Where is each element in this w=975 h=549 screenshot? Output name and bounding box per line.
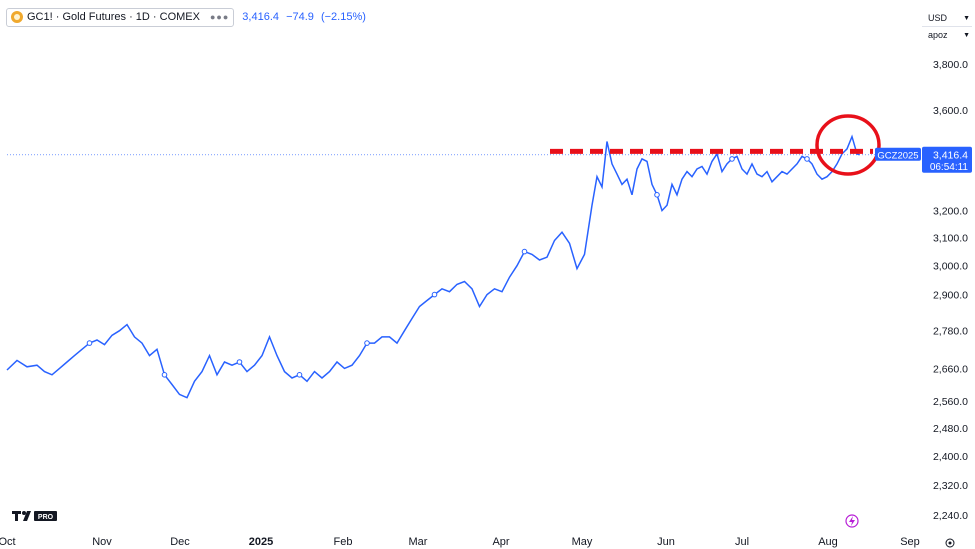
time-tick-label: Mar (409, 536, 428, 548)
last-price-label: GCZ2025 3,416.406:54:11 (875, 146, 972, 173)
time-tick-label: Apr (492, 536, 509, 548)
price-tag-text: 3,416.4 (933, 149, 968, 161)
price-tick-label: 2,900.0 (933, 290, 968, 302)
event-marker[interactable] (364, 340, 370, 346)
legend-change-pct: (−2.15%) (320, 11, 366, 23)
price-line (6, 134, 860, 399)
event-marker[interactable] (431, 291, 438, 298)
settings-icon[interactable] (945, 538, 955, 548)
countdown-text: 06:54:11 (930, 162, 969, 173)
time-axis[interactable]: Oct Nov Dec 2025 Feb Mar Apr May Jun Jul Aug Sep (0, 536, 920, 548)
time-tick-label: 2025 (249, 536, 273, 548)
price-tick-label: 3,200.0 (933, 206, 968, 218)
time-tick-label: Sep (900, 536, 920, 548)
event-marker[interactable] (236, 359, 243, 365)
event-marker[interactable] (161, 372, 168, 378)
legend-change: −74.9 (286, 11, 314, 23)
svg-text:PRO: PRO (38, 514, 54, 521)
price-line-group (6, 134, 860, 399)
legend-values: 3,416.4 −74.9 (−2.15%) (242, 11, 370, 23)
price-tick-label: 2,400.0 (933, 451, 968, 463)
chevron-down-icon: ▼ (963, 14, 970, 22)
time-tick-label: Feb (334, 536, 353, 548)
more-dots-icon[interactable]: ●●● (209, 12, 230, 22)
annotations (7, 114, 920, 176)
chevron-down-icon: ▼ (963, 31, 970, 39)
event-marker[interactable] (729, 156, 735, 162)
time-tick-label: Nov (92, 536, 112, 548)
price-tick-label: 2,780.0 (933, 326, 968, 338)
event-marker[interactable] (804, 156, 810, 162)
price-tick-label: 3,100.0 (933, 233, 968, 245)
gold-coin-icon (11, 11, 23, 23)
event-marker[interactable] (86, 340, 93, 346)
time-tick-label: Dec (170, 536, 190, 548)
price-tick-label: 3,600.0 (933, 105, 968, 117)
time-tick-label: Jun (657, 536, 675, 548)
highlight-circle (815, 114, 881, 176)
currency-selector[interactable]: USD ▼ apoz ▼ (922, 10, 972, 43)
price-tick-label: 2,480.0 (933, 423, 968, 435)
event-marker[interactable] (296, 372, 303, 378)
event-markers (86, 156, 810, 378)
symbol-tag-text: GCZ2025 (877, 150, 918, 161)
price-tag (922, 146, 972, 173)
lightning-icon[interactable] (845, 514, 859, 528)
price-tick-label: 2,240.0 (933, 510, 968, 522)
symbol-tag (875, 147, 921, 161)
symbol-title: GC1! · Gold Futures · 1D · COMEX (27, 11, 200, 23)
price-tick-label: 2,660.0 (933, 363, 968, 375)
legend: GC1! · Gold Futures · 1D · COMEX ●●● 3,4… (6, 7, 370, 27)
time-tick-label: Oct (0, 536, 16, 548)
time-tick-label: Aug (818, 536, 838, 548)
event-marker[interactable] (521, 248, 528, 255)
event-marker[interactable] (654, 192, 660, 198)
symbol-box[interactable]: GC1! · Gold Futures · 1D · COMEX ●●● (6, 7, 235, 27)
time-tick-label: Jul (735, 536, 749, 548)
tradingview-logo-icon: PRO (12, 511, 57, 521)
price-tick-label: 3,000.0 (933, 261, 968, 273)
price-axis[interactable]: 2,240.0 2,320.0 2,400.0 2,480.0 2,560.0 2,660… (933, 59, 968, 522)
price-tick-label: 3,800.0 (933, 59, 968, 71)
time-tick-label: May (572, 536, 593, 548)
price-tick-label: 2,560.0 (933, 396, 968, 408)
currency-usd[interactable]: USD ▼ (928, 13, 970, 23)
currency-unit[interactable]: apoz ▼ (928, 30, 970, 40)
price-tick-label: 2,320.0 (933, 480, 968, 492)
legend-price: 3,416.4 (242, 11, 279, 23)
